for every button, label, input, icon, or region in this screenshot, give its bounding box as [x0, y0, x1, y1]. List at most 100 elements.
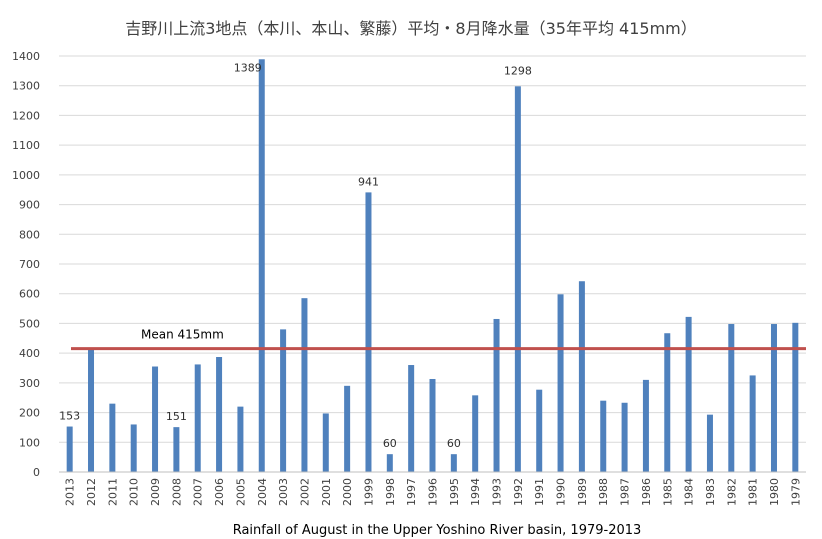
x-tick-label: 1997 [405, 478, 418, 506]
bar-2008 [173, 427, 180, 472]
data-label-2004: 1389 [234, 61, 262, 74]
bar-1987 [621, 402, 628, 472]
bar-1985 [664, 333, 671, 472]
y-tick-label: 600 [19, 288, 40, 301]
x-tick-label: 2013 [64, 478, 77, 506]
x-tick-label: 1993 [491, 478, 504, 506]
y-tick-label: 300 [19, 377, 40, 390]
y-tick-label: 1200 [12, 109, 40, 122]
x-tick-label: 1979 [789, 478, 802, 506]
bar-2006 [216, 357, 223, 472]
bar-1980 [770, 324, 777, 472]
x-tick-label: 1983 [704, 478, 717, 506]
mean-label: Mean 415mm [141, 328, 224, 342]
bars [66, 59, 799, 473]
x-tick-label: 1992 [512, 478, 525, 506]
x-tick-label: 2007 [192, 478, 205, 506]
bar-1994 [472, 395, 479, 472]
bar-2010 [130, 424, 137, 472]
x-tick-label: 2002 [298, 478, 311, 506]
bar-1983 [706, 414, 713, 472]
x-tick-label: 1985 [661, 478, 674, 506]
bar-1986 [642, 379, 649, 472]
bar-1982 [728, 324, 735, 472]
y-axis-ticks: 0 100 200 300 400 500 600 700 800 900 1000 1100 1200… [12, 50, 40, 479]
x-tick-label: 2001 [320, 478, 333, 506]
bar-2005 [237, 406, 244, 472]
data-label-2013: 153 [59, 410, 80, 423]
bar-2013 [66, 426, 73, 472]
x-tick-label: 1994 [469, 478, 482, 506]
bar-2002 [301, 298, 308, 472]
bar-1990 [557, 294, 564, 472]
x-tick-label: 1998 [384, 478, 397, 506]
y-tick-label: 1000 [12, 169, 40, 182]
x-tick-label: 1990 [555, 478, 568, 506]
y-tick-label: 200 [19, 407, 40, 420]
bar-1981 [749, 375, 756, 472]
y-tick-label: 1100 [12, 139, 40, 152]
bar-1996 [429, 378, 436, 472]
x-tick-label: 1991 [533, 478, 546, 506]
bar-1998 [386, 454, 393, 472]
data-label-1999: 941 [358, 175, 379, 188]
x-tick-label: 1986 [640, 478, 653, 506]
x-tick-label: 1980 [768, 478, 781, 506]
y-tick-label: 900 [19, 199, 40, 212]
bar-2011 [109, 403, 116, 472]
chart-title: 吉野川上流3地点（本川、本山、繁藤）平均・8月降水量（35年平均 415mm） [125, 19, 697, 38]
data-label-1995: 60 [447, 437, 461, 450]
x-tick-label: 1996 [427, 478, 440, 506]
data-label-1992: 1298 [504, 64, 532, 77]
x-tick-label: 1987 [619, 478, 632, 506]
y-tick-label: 400 [19, 347, 40, 360]
bar-1995 [450, 454, 457, 472]
x-tick-label: 1989 [576, 478, 589, 506]
x-tick-label: 1984 [683, 478, 696, 506]
x-tick-label: 2008 [170, 478, 183, 506]
x-tick-label: 1981 [747, 478, 760, 506]
y-tick-label: 1400 [12, 50, 40, 63]
bar-1997 [408, 365, 415, 472]
x-tick-label: 2004 [256, 478, 269, 506]
x-tick-label: 2005 [234, 478, 247, 506]
x-tick-label: 1995 [448, 478, 461, 506]
x-tick-label: 2000 [341, 478, 354, 506]
x-axis-ticks: 2013 2012 2011 2010 2009 2008 2007 2006 2005 2004… [64, 478, 803, 506]
x-tick-label: 2009 [149, 478, 162, 506]
bar-2001 [322, 413, 329, 472]
y-tick-label: 1300 [12, 80, 40, 93]
x-tick-label: 2010 [128, 478, 141, 506]
y-tick-label: 700 [19, 258, 40, 271]
bar-2004 [258, 59, 265, 473]
data-labels: 153 151 1389 941 60 60 1298 [59, 61, 532, 450]
bar-2007 [194, 364, 201, 472]
bar-1999 [365, 192, 372, 473]
chart-caption: Rainfall of August in the Upper Yoshino … [233, 523, 642, 538]
y-tick-label: 0 [33, 466, 40, 479]
bar-2000 [344, 385, 351, 472]
x-tick-label: 1999 [362, 478, 375, 506]
y-tick-label: 500 [19, 317, 40, 330]
bar-1993 [493, 318, 500, 472]
bar-1991 [536, 389, 543, 472]
bar-1988 [600, 400, 607, 472]
gridlines [59, 55, 806, 443]
x-tick-label: 2012 [85, 478, 98, 506]
data-label-1998: 60 [383, 437, 397, 450]
bar-2003 [280, 329, 287, 472]
bar-1989 [578, 281, 585, 472]
x-tick-label: 2003 [277, 478, 290, 506]
bar-1979 [792, 322, 799, 472]
y-tick-label: 800 [19, 228, 40, 241]
x-tick-label: 1988 [597, 478, 610, 506]
x-tick-label: 1982 [725, 478, 738, 506]
data-label-2008: 151 [166, 410, 187, 423]
bar-1984 [685, 316, 692, 472]
y-tick-label: 100 [19, 436, 40, 449]
x-tick-label: 2006 [213, 478, 226, 506]
bar-2009 [152, 366, 159, 472]
bar-1992 [514, 86, 521, 473]
x-tick-label: 2011 [106, 478, 119, 506]
